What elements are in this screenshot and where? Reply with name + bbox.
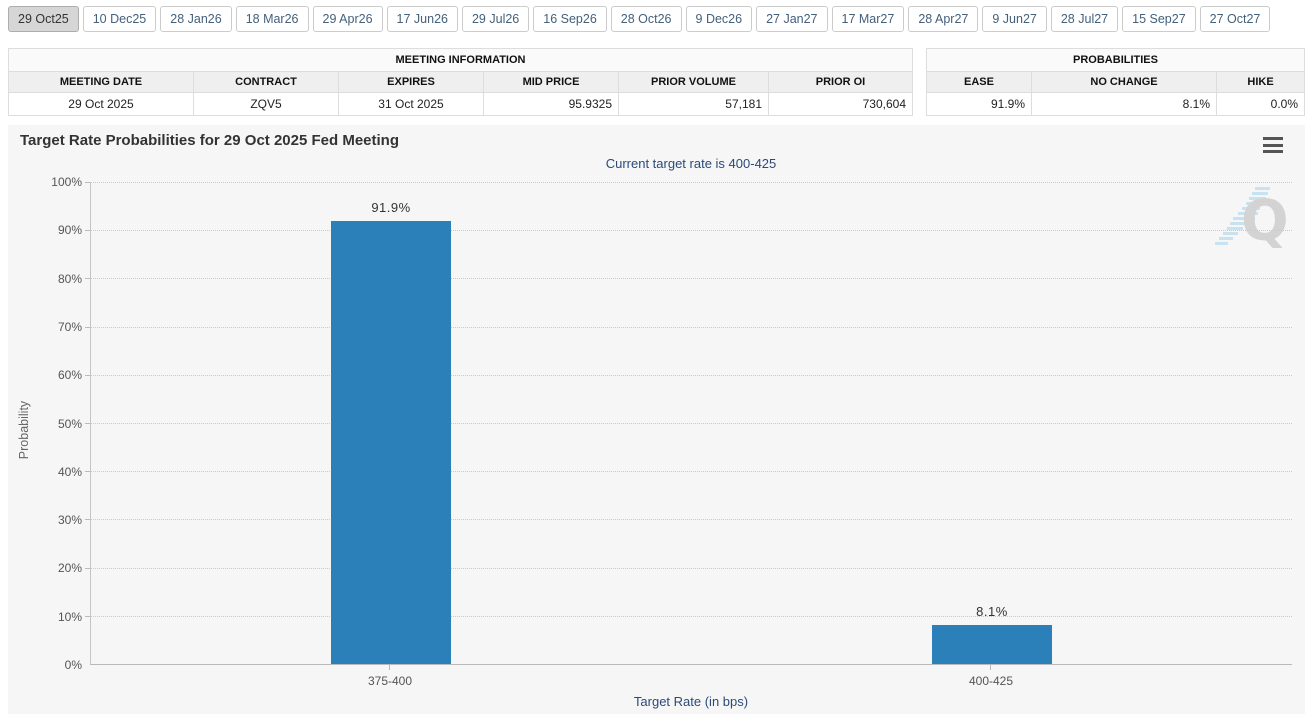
meeting-date-tabbar: 29 Oct25 10 Dec25 28 Jan26 18 Mar26 29 A… <box>8 6 1271 32</box>
cell-no-change: 8.1% <box>1031 92 1217 116</box>
tab-meeting-date-9[interactable]: 9 Dec26 <box>685 6 753 32</box>
y-tick-label: 60% <box>57 368 82 383</box>
col-mid-price: MID PRICE <box>483 71 619 93</box>
bar-400-425[interactable] <box>932 624 1052 664</box>
cell-prior-oi: 730,604 <box>768 92 913 116</box>
x-axis-title: Target Rate (in bps) <box>633 694 749 709</box>
chart-subtitle: Current target rate is 400-425 <box>605 156 777 171</box>
tab-meeting-date-13[interactable]: 9 Jun27 <box>982 6 1047 32</box>
gridline <box>85 326 1292 328</box>
tab-meeting-date-15[interactable]: 15 Sep27 <box>1122 6 1196 32</box>
cell-mid-price: 95.9325 <box>483 92 619 116</box>
col-ease: EASE <box>926 71 1032 93</box>
target-rate-probabilities-chart: Target Rate Probabilities for 29 Oct 202… <box>8 125 1305 714</box>
svg-text:Q: Q <box>1241 189 1287 253</box>
gridline <box>85 278 1292 280</box>
y-axis-title: Probability <box>17 400 31 460</box>
y-tick-label: 30% <box>57 513 82 528</box>
info-tables: MEETING INFORMATION MEETING DATE CONTRAC… <box>8 48 1306 116</box>
bar-375-400[interactable] <box>331 221 451 664</box>
bar-data-label-375-400: 91.9% <box>371 200 411 216</box>
probabilities-title: PROBABILITIES <box>925 48 1306 72</box>
cell-meeting-date: 29 Oct 2025 <box>8 92 194 116</box>
tab-meeting-date-1[interactable]: 10 Dec25 <box>82 6 157 32</box>
probabilities-header-row: EASE NO CHANGE HIKE <box>926 71 1306 93</box>
y-tick-label: 10% <box>57 609 82 624</box>
meeting-information-title: MEETING INFORMATION <box>8 48 913 72</box>
tab-meeting-date-4[interactable]: 29 Apr26 <box>312 6 383 32</box>
x-tick <box>990 665 991 670</box>
col-contract: CONTRACT <box>193 71 339 93</box>
gridline <box>85 230 1292 232</box>
gridline <box>85 519 1292 521</box>
chart-title: Target Rate Probabilities for 29 Oct 202… <box>20 132 399 149</box>
bar-data-label-400-425: 8.1% <box>976 603 1008 619</box>
y-tick-label: 0% <box>64 658 82 672</box>
y-tick-label: 90% <box>57 223 82 238</box>
hamburger-menu-icon[interactable] <box>1263 136 1285 154</box>
meeting-information-header-row: MEETING DATE CONTRACT EXPIRES MID PRICE … <box>8 71 913 93</box>
tab-meeting-date-16[interactable]: 27 Oct27 <box>1199 6 1271 32</box>
gridline <box>85 615 1292 617</box>
tab-meeting-date-8[interactable]: 28 Oct26 <box>610 6 682 32</box>
col-expires: EXPIRES <box>338 71 484 93</box>
y-axis-labels: 100% 90% 80% 70% 60% 50% 40% 30% 20% 10%… <box>36 175 82 672</box>
gridline <box>85 471 1292 473</box>
col-hike: HIKE <box>1215 71 1306 93</box>
probabilities-data-row: 91.9% 8.1% 0.0% <box>926 92 1306 116</box>
gridline <box>85 423 1292 424</box>
meeting-information-table: MEETING INFORMATION MEETING DATE CONTRAC… <box>8 48 913 116</box>
tab-meeting-date-2[interactable]: 28 Jan26 <box>160 6 232 32</box>
tab-meeting-date-3[interactable]: 18 Mar26 <box>235 6 309 32</box>
col-no-change: NO CHANGE <box>1031 71 1217 93</box>
cell-contract: ZQV5 <box>193 92 339 116</box>
y-tick-label: 70% <box>57 319 82 334</box>
col-prior-volume: PRIOR VOLUME <box>618 71 769 93</box>
x-tick-label-375-400: 375-400 <box>367 674 413 688</box>
plot-area: 91.9% 8.1% <box>85 182 1292 665</box>
y-tick-label: 20% <box>57 561 82 576</box>
tab-meeting-date-5[interactable]: 17 Jun26 <box>386 6 458 32</box>
cell-ease: 91.9% <box>926 92 1032 116</box>
gridline <box>85 374 1292 376</box>
cell-expires: 31 Oct 2025 <box>338 92 484 116</box>
tab-meeting-date-10[interactable]: 27 Jan27 <box>756 6 828 32</box>
gridline <box>85 567 1292 569</box>
tab-meeting-date-6[interactable]: 29 Jul26 <box>461 6 530 32</box>
cell-hike: 0.0% <box>1215 92 1306 116</box>
tab-meeting-date-11[interactable]: 17 Mar27 <box>831 6 905 32</box>
col-meeting-date: MEETING DATE <box>8 71 194 93</box>
tab-meeting-date-7[interactable]: 16 Sep26 <box>533 6 607 32</box>
probabilities-table: PROBABILITIES EASE NO CHANGE HIKE 91.9% … <box>925 48 1306 116</box>
cell-prior-volume: 57,181 <box>618 92 769 116</box>
quikstrike-q-logo-icon: Q <box>1215 187 1287 253</box>
x-tick <box>389 665 390 670</box>
y-tick-label: 100% <box>51 175 82 189</box>
y-tick-label: 50% <box>57 416 82 431</box>
y-tick-label: 40% <box>57 464 82 479</box>
tab-meeting-date-0[interactable]: 29 Oct25 <box>8 6 79 32</box>
x-tick-label-400-425: 400-425 <box>968 674 1014 688</box>
meeting-information-data-row: 29 Oct 2025 ZQV5 31 Oct 2025 95.9325 57,… <box>8 92 913 116</box>
gridline <box>85 182 1292 183</box>
tab-meeting-date-12[interactable]: 28 Apr27 <box>908 6 979 32</box>
tab-meeting-date-14[interactable]: 28 Jul27 <box>1050 6 1119 32</box>
col-prior-oi: PRIOR OI <box>768 71 913 93</box>
y-tick-label: 80% <box>57 271 82 286</box>
